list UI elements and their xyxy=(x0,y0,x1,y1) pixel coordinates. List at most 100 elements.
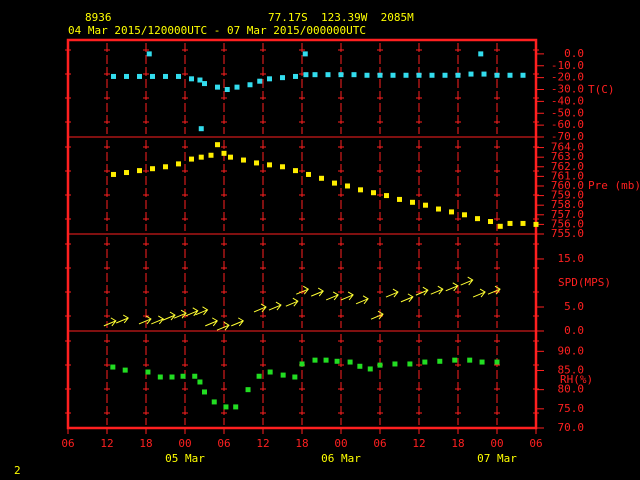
data-point xyxy=(325,72,331,78)
data-point xyxy=(364,72,370,78)
data-point xyxy=(233,404,239,410)
x-tick-label: 00 xyxy=(178,437,191,450)
station-id: 8936 xyxy=(85,11,112,24)
y-tick-label: 0.0 xyxy=(564,324,584,337)
y-tick-label: 5.0 xyxy=(564,300,584,313)
arrow-shape xyxy=(385,288,399,298)
x-tick-label: 18 xyxy=(295,437,308,450)
data-point xyxy=(197,379,203,385)
data-point xyxy=(371,190,376,196)
wind-arrow xyxy=(268,301,282,311)
y-tick-label: 15.0 xyxy=(558,252,585,265)
x-tick-label: 00 xyxy=(490,437,503,450)
data-point xyxy=(176,161,181,167)
y-tick-label: 0.0 xyxy=(564,47,584,60)
arrow-shape xyxy=(185,307,199,317)
y-tick-label: 762.0 xyxy=(551,160,584,173)
data-point xyxy=(150,166,155,172)
wind-arrow xyxy=(325,291,339,301)
x-tick-label: 00 xyxy=(334,437,347,450)
y-tick-label: 757.0 xyxy=(551,208,584,221)
data-point xyxy=(533,221,539,227)
y-tick-label: 85.0 xyxy=(558,363,585,376)
data-point xyxy=(202,81,207,87)
data-point xyxy=(455,72,461,78)
data-point xyxy=(312,357,318,363)
data-point xyxy=(146,51,152,57)
data-point xyxy=(437,358,443,364)
y-tick-label: 90.0 xyxy=(558,344,585,357)
x-tick-label: 18 xyxy=(139,437,152,450)
data-point xyxy=(347,359,353,365)
data-point xyxy=(442,72,448,78)
data-point xyxy=(111,73,116,79)
data-point xyxy=(254,160,259,166)
wind-arrow xyxy=(195,306,209,316)
data-point xyxy=(507,72,513,78)
y-tick-label: 759.0 xyxy=(551,189,584,202)
wind-arrow xyxy=(185,307,199,317)
data-point xyxy=(299,361,305,367)
data-point xyxy=(429,72,435,78)
data-point xyxy=(110,364,116,370)
wind-arrow xyxy=(296,285,309,295)
y-tick-label: 75.0 xyxy=(558,402,585,415)
x-tick-label: 12 xyxy=(412,437,425,450)
wind-arrow xyxy=(415,286,429,296)
data-point xyxy=(280,164,285,170)
data-point xyxy=(494,72,500,78)
wind-arrow xyxy=(138,315,152,325)
arrow-shape xyxy=(415,286,429,296)
arrow-shape xyxy=(370,310,384,320)
wind-arrow xyxy=(355,295,369,305)
data-point xyxy=(449,209,454,215)
data-point xyxy=(479,359,485,365)
y-axis-label: RH(%) xyxy=(560,373,593,386)
data-point xyxy=(410,199,415,205)
arrow-shape xyxy=(340,291,354,301)
data-point xyxy=(390,72,396,78)
data-point xyxy=(462,212,467,218)
data-point xyxy=(497,223,503,229)
arrow-shape xyxy=(231,317,244,327)
arrow-shape xyxy=(268,301,282,311)
data-point xyxy=(436,206,441,212)
data-point xyxy=(384,193,389,199)
y-tick-label: -50.0 xyxy=(551,106,584,119)
data-point xyxy=(189,156,194,162)
y-tick-label: -30.0 xyxy=(551,83,584,96)
wind-arrow xyxy=(173,309,187,319)
arrow-shape xyxy=(162,311,176,321)
data-point xyxy=(494,359,500,365)
data-point xyxy=(145,369,151,375)
data-point xyxy=(334,358,340,364)
data-point xyxy=(292,374,298,380)
data-point xyxy=(312,72,318,78)
data-point xyxy=(475,216,480,222)
data-point xyxy=(302,51,308,57)
y-tick-label: -20.0 xyxy=(551,71,584,84)
wind-arrow xyxy=(487,285,501,295)
data-point xyxy=(345,183,350,189)
arrow-shape xyxy=(103,317,117,327)
data-point xyxy=(163,73,168,79)
wind-arrow xyxy=(116,314,129,324)
data-point xyxy=(357,363,363,369)
data-point xyxy=(280,75,285,81)
data-point xyxy=(267,369,273,375)
data-point xyxy=(403,72,409,78)
y-tick-label: -10.0 xyxy=(551,59,584,72)
wind-arrow xyxy=(385,288,399,298)
data-point xyxy=(319,175,324,181)
data-point xyxy=(293,168,298,174)
data-point xyxy=(468,71,474,77)
data-point xyxy=(267,76,272,82)
data-point xyxy=(452,357,458,363)
data-point xyxy=(176,73,181,79)
data-point xyxy=(303,72,309,78)
wind-arrow xyxy=(430,285,444,295)
y-tick-label: 761.0 xyxy=(551,169,584,182)
data-point xyxy=(293,73,298,79)
